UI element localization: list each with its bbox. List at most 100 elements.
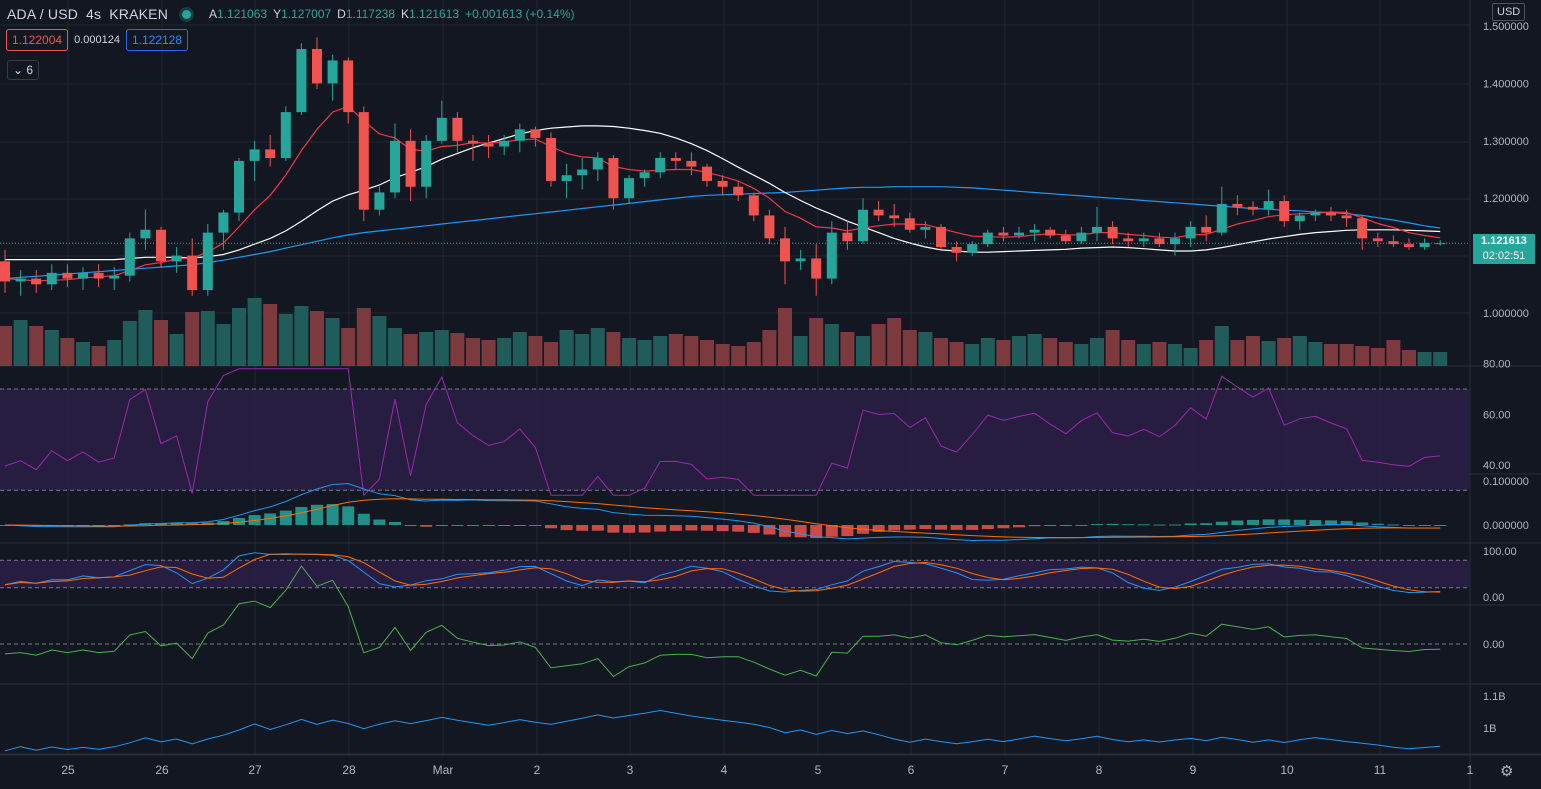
candle-body	[156, 229, 166, 262]
volume-bar	[44, 330, 59, 366]
macd-histogram-bar	[732, 525, 745, 532]
stoch-k-line	[4, 552, 1441, 594]
candle-body	[390, 140, 400, 193]
obv-line	[4, 709, 1441, 752]
candle-body	[764, 215, 775, 239]
candle-body	[1170, 238, 1180, 245]
volume-bar	[341, 328, 356, 366]
candle-body	[561, 175, 572, 181]
candle-body	[748, 195, 759, 216]
macd-histogram-bar	[1028, 525, 1041, 527]
currency-label[interactable]: USD	[1492, 3, 1526, 21]
candle-body	[374, 192, 385, 210]
volume-bar	[1058, 342, 1073, 366]
candle-body	[889, 215, 900, 219]
macd-histogram-bar	[747, 525, 760, 533]
candle-body	[1201, 226, 1212, 233]
price-axis-label: 1.400000	[1483, 78, 1529, 90]
macd-histogram-bar	[1075, 524, 1088, 526]
candle-body	[421, 140, 432, 187]
high-label: Y	[273, 7, 282, 21]
volume-bar	[668, 334, 683, 366]
candle-body	[140, 229, 151, 239]
macd-histogram-bar	[1278, 519, 1291, 525]
macd-histogram-bar	[872, 525, 885, 532]
macd-histogram-bar	[295, 506, 308, 525]
macd-histogram-bar	[997, 525, 1010, 529]
macd-histogram-bar	[1013, 525, 1025, 528]
sell-price-button[interactable]: 1.122004	[6, 29, 69, 51]
legend-header: ADA / USD 4s KRAKEN A 1.121063 Y 1.127007 …	[7, 5, 575, 23]
macd-histogram-bar	[1215, 521, 1228, 525]
interval-label[interactable]: 4s	[86, 6, 102, 22]
volume-bar	[1292, 336, 1307, 366]
indicators-toggle-button[interactable]: ⌄ 6	[7, 60, 40, 80]
volume-bar	[1230, 340, 1245, 366]
macd-histogram-bar	[638, 525, 651, 533]
candle-body	[592, 158, 603, 170]
time-axis-label: 6	[908, 763, 915, 777]
time-axis-label: 26	[155, 763, 169, 777]
macd-histogram-bar	[966, 525, 979, 530]
time-axis-label: 25	[61, 763, 75, 777]
candle-body	[31, 278, 42, 285]
macd-histogram-bar	[607, 525, 620, 533]
candle-body	[1076, 232, 1087, 242]
macd-histogram-bar	[420, 525, 433, 527]
candle-body	[327, 60, 338, 84]
macd-axis-label: 0.000000	[1483, 520, 1529, 532]
macd-histogram-bar	[435, 525, 448, 526]
candle-body	[1372, 238, 1383, 242]
candle-body	[904, 218, 915, 230]
rsi-line	[4, 368, 1441, 497]
macd-histogram-bar	[1325, 520, 1337, 525]
macd-histogram-bar	[1153, 524, 1166, 526]
candle-body	[15, 278, 26, 282]
candle-body	[951, 246, 962, 253]
candle-body	[405, 140, 416, 187]
macd-histogram-bar	[342, 506, 355, 525]
macd-histogram-bar	[1418, 525, 1431, 526]
volume-bar	[1105, 330, 1120, 366]
volume-bar	[778, 308, 792, 366]
volume-bar	[1090, 338, 1104, 366]
settings-gear-icon[interactable]: ⚙	[1500, 763, 1514, 780]
symbol-label[interactable]: ADA / USD	[7, 6, 79, 22]
volume-bar	[840, 332, 855, 366]
macd-histogram-bar	[654, 525, 667, 532]
macd-histogram-bar	[545, 525, 557, 529]
macd-histogram-bar	[935, 525, 947, 530]
volume-bar	[824, 324, 839, 366]
volume-bar	[887, 318, 902, 366]
candle-body	[873, 209, 884, 216]
volume-bar	[29, 326, 44, 366]
macd-histogram-bar	[217, 520, 230, 525]
macd-histogram-bar	[1106, 523, 1119, 525]
macd-histogram-bar	[155, 523, 167, 525]
volume-bar	[310, 311, 324, 366]
candle-body	[296, 48, 307, 113]
volume-bar	[700, 340, 714, 366]
volume-bar	[169, 334, 184, 366]
candle-body	[826, 232, 837, 279]
volume-bar	[528, 336, 543, 366]
candle-body	[468, 140, 478, 144]
change-value: +0.001613 (+0.14%)	[465, 7, 575, 21]
candle-body	[1279, 201, 1290, 222]
candle-body	[1123, 238, 1134, 242]
volume-bar	[793, 336, 808, 366]
candle-body	[249, 149, 260, 161]
buy-price-button[interactable]: 1.122128	[125, 29, 189, 51]
time-axis-label: 4	[721, 763, 728, 777]
macd-histogram-bar	[716, 525, 729, 532]
candle-body	[608, 158, 619, 199]
volume-bar	[622, 338, 636, 366]
candle-body	[920, 226, 931, 230]
volume-bar	[185, 312, 200, 366]
time-axis-label: 9	[1190, 763, 1197, 777]
candle-body	[1029, 229, 1040, 233]
candle-body	[780, 238, 790, 262]
volume-bar	[247, 298, 262, 366]
